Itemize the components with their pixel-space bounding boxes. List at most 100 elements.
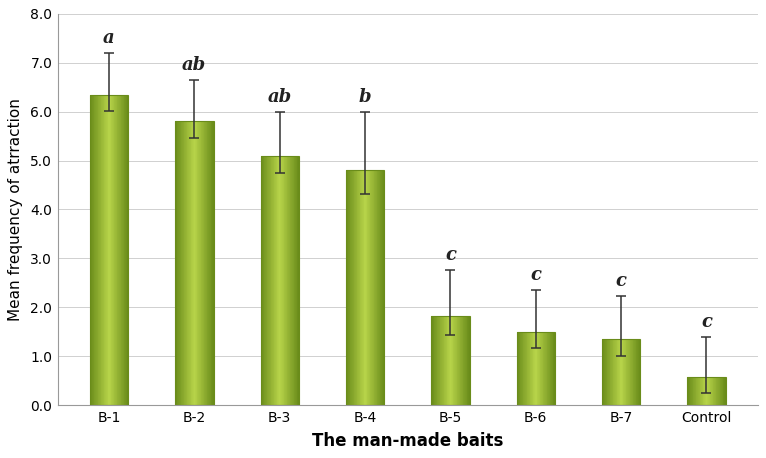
Bar bbox=[184, 121, 185, 405]
Bar bbox=[211, 121, 212, 405]
Bar bbox=[463, 316, 464, 405]
Bar bbox=[124, 94, 125, 405]
Bar bbox=[111, 94, 112, 405]
Bar bbox=[286, 156, 287, 405]
Bar bbox=[295, 156, 296, 405]
Bar bbox=[181, 121, 182, 405]
Bar bbox=[175, 121, 214, 405]
Bar bbox=[629, 339, 630, 405]
Bar bbox=[453, 316, 454, 405]
Bar bbox=[613, 339, 614, 405]
Bar bbox=[186, 121, 187, 405]
Bar bbox=[634, 339, 635, 405]
Bar bbox=[705, 377, 706, 405]
X-axis label: The man-made baits: The man-made baits bbox=[312, 432, 503, 450]
Bar bbox=[382, 170, 383, 405]
Bar bbox=[632, 339, 633, 405]
Bar bbox=[261, 156, 262, 405]
Bar bbox=[381, 170, 382, 405]
Bar bbox=[462, 316, 463, 405]
Bar bbox=[709, 377, 710, 405]
Bar bbox=[602, 339, 603, 405]
Bar bbox=[608, 339, 609, 405]
Bar bbox=[436, 316, 437, 405]
Bar bbox=[546, 332, 547, 405]
Bar bbox=[604, 339, 605, 405]
Bar bbox=[700, 377, 701, 405]
Bar bbox=[369, 170, 370, 405]
Bar bbox=[441, 316, 442, 405]
Bar bbox=[93, 94, 94, 405]
Bar bbox=[522, 332, 523, 405]
Bar bbox=[114, 94, 115, 405]
Bar bbox=[461, 316, 462, 405]
Bar bbox=[696, 377, 697, 405]
Bar bbox=[456, 316, 457, 405]
Bar bbox=[621, 339, 622, 405]
Bar bbox=[105, 94, 106, 405]
Bar bbox=[711, 377, 712, 405]
Bar bbox=[701, 377, 702, 405]
Bar bbox=[716, 377, 717, 405]
Bar bbox=[202, 121, 203, 405]
Bar bbox=[697, 377, 698, 405]
Bar bbox=[90, 94, 91, 405]
Bar bbox=[116, 94, 117, 405]
Text: c: c bbox=[530, 267, 542, 284]
Bar bbox=[352, 170, 353, 405]
Bar bbox=[611, 339, 612, 405]
Bar bbox=[444, 316, 445, 405]
Bar bbox=[433, 316, 434, 405]
Bar bbox=[94, 94, 95, 405]
Bar bbox=[617, 339, 618, 405]
Bar bbox=[363, 170, 364, 405]
Bar bbox=[91, 94, 92, 405]
Bar bbox=[96, 94, 97, 405]
Bar bbox=[264, 156, 265, 405]
Bar bbox=[466, 316, 467, 405]
Bar bbox=[698, 377, 699, 405]
Bar bbox=[465, 316, 466, 405]
Bar bbox=[353, 170, 354, 405]
Bar bbox=[552, 332, 553, 405]
Bar bbox=[523, 332, 524, 405]
Bar bbox=[529, 332, 530, 405]
Bar bbox=[532, 332, 533, 405]
Bar bbox=[618, 339, 619, 405]
Bar bbox=[296, 156, 297, 405]
Bar bbox=[543, 332, 544, 405]
Bar bbox=[605, 339, 606, 405]
Bar bbox=[449, 316, 450, 405]
Bar bbox=[178, 121, 179, 405]
Bar bbox=[547, 332, 548, 405]
Bar bbox=[125, 94, 126, 405]
Bar bbox=[349, 170, 350, 405]
Bar bbox=[439, 316, 440, 405]
Bar bbox=[282, 156, 283, 405]
Bar bbox=[710, 377, 711, 405]
Bar bbox=[260, 156, 299, 405]
Bar bbox=[548, 332, 549, 405]
Bar bbox=[719, 377, 720, 405]
Bar bbox=[695, 377, 696, 405]
Bar bbox=[266, 156, 267, 405]
Bar bbox=[121, 94, 122, 405]
Bar bbox=[616, 339, 617, 405]
Bar bbox=[209, 121, 210, 405]
Bar bbox=[267, 156, 268, 405]
Bar bbox=[544, 332, 545, 405]
Bar bbox=[723, 377, 724, 405]
Bar bbox=[127, 94, 128, 405]
Bar bbox=[268, 156, 269, 405]
Bar bbox=[460, 316, 461, 405]
Bar bbox=[431, 316, 470, 405]
Bar bbox=[359, 170, 360, 405]
Bar bbox=[350, 170, 351, 405]
Bar bbox=[375, 170, 376, 405]
Bar bbox=[119, 94, 120, 405]
Bar bbox=[434, 316, 435, 405]
Bar bbox=[717, 377, 718, 405]
Bar bbox=[443, 316, 444, 405]
Bar bbox=[276, 156, 277, 405]
Bar bbox=[278, 156, 279, 405]
